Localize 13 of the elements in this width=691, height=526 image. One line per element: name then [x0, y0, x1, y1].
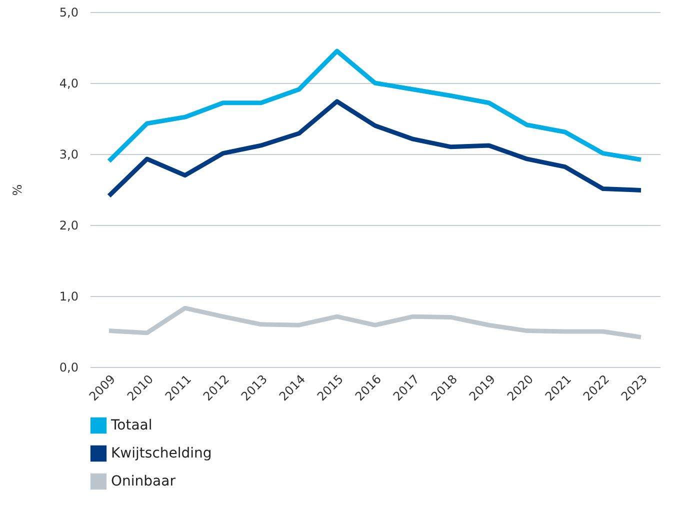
- y-tick-label: 2,0: [59, 218, 78, 232]
- y-tick-label: 0,0: [59, 360, 78, 374]
- line-series: [106, 99, 644, 198]
- legend-label: Kwijtschelding: [111, 446, 212, 462]
- line-series: [106, 306, 644, 340]
- y-tick-label: 3,0: [59, 148, 78, 162]
- y-tick-label: 4,0: [59, 76, 78, 90]
- y-tick-label: 5,0: [59, 6, 78, 20]
- line-series: [106, 48, 644, 164]
- legend-label: Totaal: [110, 418, 152, 434]
- legend-label: Oninbaar: [111, 474, 176, 490]
- y-axis-title: %: [10, 184, 24, 196]
- y-tick-label: 1,0: [59, 290, 78, 304]
